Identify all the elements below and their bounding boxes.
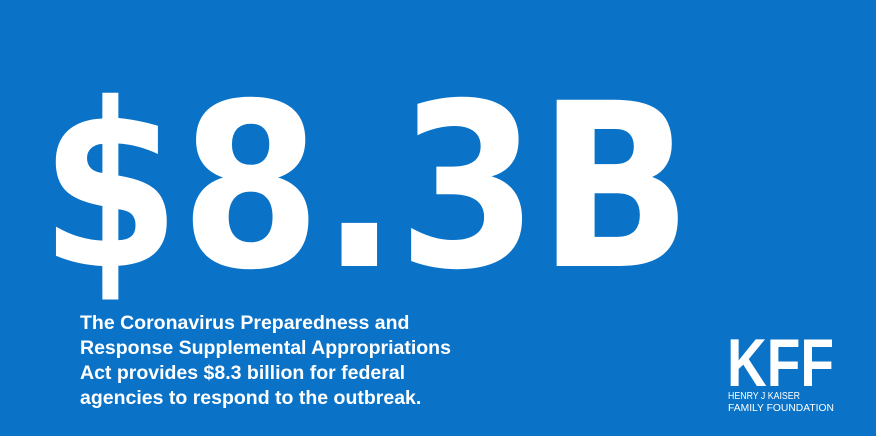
body-line: The Coronavirus Preparedness and [80, 312, 409, 334]
logo-mark: KFF [727, 325, 834, 401]
logo-line: HENRY J KAISER [728, 390, 800, 402]
body-text: The Coronavirus Preparedness and Respons… [80, 312, 451, 409]
body-line: agencies to respond to the outbreak. [80, 387, 421, 409]
logo: KFF HENRY J KAISER FAMILY FOUNDATION [727, 325, 834, 414]
logo-line: FAMILY FOUNDATION [728, 402, 834, 414]
headline: $8.3B [40, 54, 692, 320]
body-line: Act provides $8.3 billion for federal [80, 362, 405, 384]
body-line: Response Supplemental Appropriations [80, 337, 451, 359]
